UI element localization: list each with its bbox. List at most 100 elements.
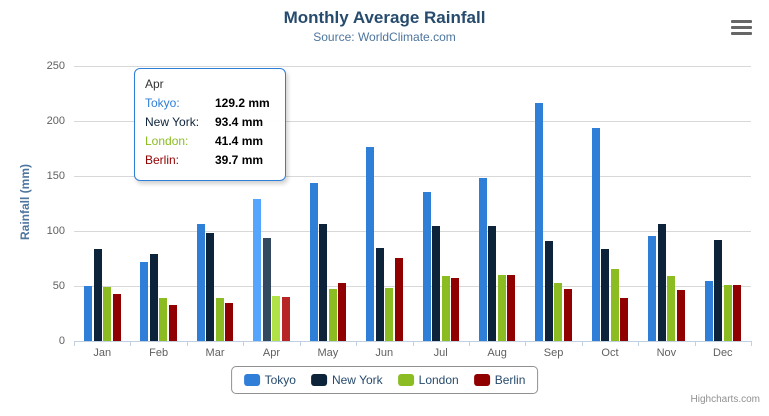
bar-new-york-may[interactable] [319, 224, 328, 341]
bar-new-york-feb[interactable] [149, 254, 158, 341]
bar-berlin-jun[interactable] [394, 257, 403, 341]
x-axis-tick [638, 341, 640, 346]
y-axis-label: 0 [58, 335, 65, 347]
bar-london-mar[interactable] [215, 297, 224, 341]
bar-berlin-feb[interactable] [168, 304, 177, 341]
bar-berlin-may[interactable] [338, 283, 347, 341]
x-axis-label-jul: Jul [433, 347, 448, 359]
export-menu-hamburger-icon[interactable] [731, 20, 753, 37]
x-axis-tick [525, 341, 527, 346]
bar-berlin-mar[interactable] [225, 303, 234, 342]
legend-item-london[interactable]: London [397, 373, 459, 387]
bar-berlin-apr[interactable] [281, 297, 290, 341]
legend-label: London [418, 373, 459, 387]
tooltip-series-name: New York: [145, 115, 200, 129]
tooltip-series-name: Tokyo: [145, 96, 180, 110]
bar-new-york-nov[interactable] [657, 223, 666, 341]
tooltip-series-name: Berlin: [145, 153, 180, 167]
x-axis-label-jun: Jun [375, 347, 394, 359]
x-axis-tick [581, 341, 583, 346]
bar-tokyo-jan[interactable] [84, 286, 92, 341]
legend-swatch-icon [473, 374, 490, 386]
bar-tokyo-may[interactable] [309, 182, 318, 341]
chart-subtitle: Source: WorldClimate.com [313, 30, 456, 44]
bar-new-york-oct[interactable] [601, 249, 610, 341]
bar-new-york-apr[interactable] [262, 238, 271, 341]
highcharts-credit[interactable]: Highcharts.com [690, 394, 760, 405]
legend-item-new-york[interactable]: New York [310, 373, 383, 387]
bar-london-jan[interactable] [103, 287, 111, 341]
legend-swatch-icon [310, 374, 327, 386]
bar-tokyo-feb[interactable] [140, 262, 149, 341]
x-axis-label-apr: Apr [262, 347, 281, 359]
tooltip-row-newyork: New York: 93.4 mm [145, 115, 275, 130]
bar-new-york-jul[interactable] [432, 225, 440, 341]
bar-berlin-nov[interactable] [676, 289, 685, 341]
x-axis-tick [74, 341, 75, 346]
bar-london-apr[interactable] [272, 295, 281, 341]
bar-tokyo-mar[interactable] [196, 224, 205, 341]
gridline-250 [74, 66, 751, 67]
bar-berlin-jul[interactable] [451, 277, 459, 341]
tooltip-row-berlin: Berlin: 39.7 mm [145, 153, 275, 168]
tooltip-series-value: 129.2 mm [215, 96, 270, 110]
bar-tokyo-oct[interactable] [591, 127, 600, 341]
gridline-100 [74, 231, 751, 232]
legend-item-tokyo[interactable]: Tokyo [243, 373, 296, 387]
bar-tokyo-dec[interactable] [704, 281, 713, 341]
bar-london-nov[interactable] [667, 275, 676, 341]
x-axis-label-jan: Jan [93, 347, 112, 359]
x-axis-tick [186, 341, 188, 346]
legend-label: Tokyo [264, 373, 296, 387]
x-axis-tick [412, 341, 414, 346]
x-axis-label-may: May [317, 347, 339, 359]
legend: Tokyo New York London Berlin [230, 366, 539, 394]
bar-london-sep[interactable] [554, 283, 563, 341]
bar-berlin-aug[interactable] [507, 274, 516, 341]
bar-london-may[interactable] [328, 289, 337, 341]
bar-tokyo-sep[interactable] [535, 103, 544, 341]
bar-berlin-jan[interactable] [112, 294, 121, 341]
bar-new-york-jun[interactable] [375, 248, 384, 342]
bar-london-dec[interactable] [723, 284, 732, 341]
bar-new-york-jan[interactable] [93, 249, 102, 341]
x-axis-tick [694, 341, 696, 346]
legend-label: Berlin [494, 373, 526, 387]
hamburger-bar [731, 32, 752, 35]
x-axis-label-nov: Nov [656, 347, 677, 359]
gridline-150 [74, 176, 751, 177]
bar-london-aug[interactable] [497, 275, 506, 341]
tooltip-row-london: London: 41.4 mm [145, 134, 275, 149]
y-axis-label: 50 [52, 280, 65, 292]
bar-new-york-mar[interactable] [206, 232, 215, 341]
tooltip-row-tokyo: Tokyo: 129.2 mm [145, 96, 275, 111]
bar-new-york-dec[interactable] [714, 239, 722, 341]
gridline-50 [74, 286, 751, 287]
bar-london-jul[interactable] [441, 276, 450, 341]
x-axis-label-feb: Feb [149, 347, 169, 359]
tooltip-header: Apr [145, 77, 164, 91]
bar-tokyo-jul[interactable] [422, 191, 431, 341]
bar-new-york-sep[interactable] [544, 240, 553, 341]
bar-tokyo-apr[interactable] [253, 198, 262, 341]
bar-new-york-aug[interactable] [488, 226, 497, 341]
x-axis-tick [299, 341, 301, 346]
x-axis-label-mar: Mar [205, 347, 225, 359]
x-axis-tick [356, 341, 358, 346]
bar-london-jun[interactable] [385, 287, 393, 341]
bar-tokyo-nov[interactable] [648, 235, 657, 341]
x-axis-label-sep: Sep [543, 347, 564, 359]
y-axis-label: 150 [46, 170, 65, 182]
bar-berlin-sep[interactable] [563, 288, 572, 341]
bar-berlin-dec[interactable] [733, 284, 741, 341]
bar-london-feb[interactable] [159, 298, 168, 341]
bar-tokyo-jun[interactable] [366, 147, 374, 341]
legend-item-berlin[interactable]: Berlin [473, 373, 526, 387]
legend-swatch-icon [397, 374, 414, 386]
chart-title: Monthly Average Rainfall [283, 8, 486, 27]
bar-tokyo-aug[interactable] [478, 177, 487, 341]
legend-swatch-icon [243, 374, 260, 386]
bar-berlin-oct[interactable] [620, 298, 629, 341]
hamburger-bar [731, 20, 752, 23]
bar-london-oct[interactable] [610, 269, 619, 341]
